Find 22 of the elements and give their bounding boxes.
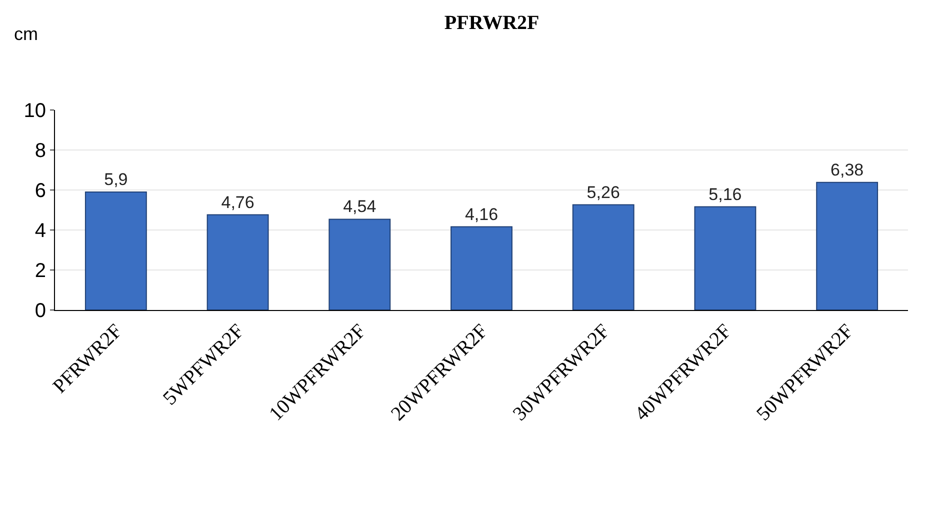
bar (84, 192, 147, 310)
y-tick-label: 6 (34, 180, 46, 202)
y-tick-label: 8 (34, 140, 46, 162)
bar (328, 218, 391, 310)
y-axis-title: cm (14, 24, 38, 44)
bar (816, 182, 878, 310)
y-tick-label: 2 (34, 260, 46, 282)
chart-title: PFRWR2F (444, 12, 540, 34)
data-label: 6,38 (830, 160, 864, 180)
y-tick-label: 4 (34, 220, 46, 242)
data-label: 5,26 (586, 182, 620, 202)
data-label: 4,76 (221, 192, 254, 212)
bar (206, 214, 269, 310)
data-label: 4,54 (343, 197, 376, 216)
bar (572, 204, 634, 310)
y-tick-label: 0 (34, 300, 46, 322)
bar (450, 226, 512, 310)
bar (694, 206, 756, 310)
data-label: 5,9 (104, 170, 128, 189)
y-tick-label: 10 (24, 100, 46, 122)
data-label: 5,16 (708, 184, 742, 204)
data-label: 4,16 (464, 204, 498, 224)
